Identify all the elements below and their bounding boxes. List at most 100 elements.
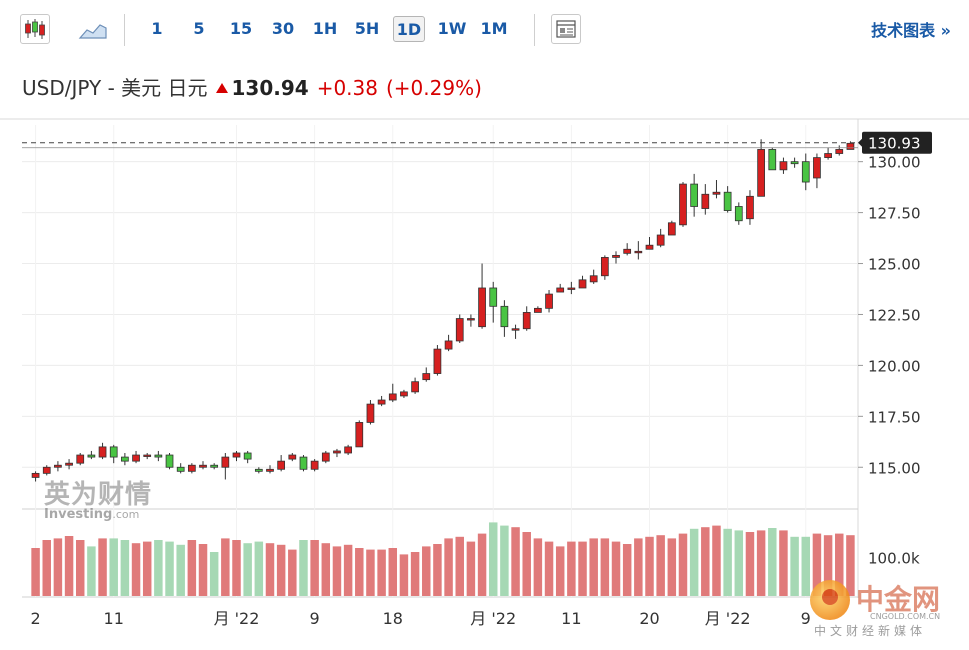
candle-up xyxy=(143,454,152,457)
x-tick-label: 11 xyxy=(104,609,124,628)
volume-bar-up xyxy=(444,538,453,596)
timeframe-30[interactable]: 30 xyxy=(271,19,295,38)
timeframe-1d[interactable]: 1D xyxy=(393,16,425,42)
candle-up xyxy=(478,287,486,328)
volume-bar-up xyxy=(321,543,331,596)
volume-bar-up xyxy=(64,536,74,596)
volume-bar-up xyxy=(98,538,107,596)
x-tick-label: 月 '22 xyxy=(470,609,516,628)
candle-up xyxy=(701,193,710,209)
timeframe-1w[interactable]: 1W xyxy=(437,19,467,38)
price-change-percent: (+0.29%) xyxy=(385,76,482,100)
volume-bar-up xyxy=(522,532,531,596)
candle-down xyxy=(154,454,163,458)
candle-up xyxy=(310,460,319,470)
candle-up xyxy=(779,161,788,171)
y-tick-label: 115.00 xyxy=(868,459,921,477)
candle-up xyxy=(221,456,230,468)
volume-bar-down xyxy=(176,544,185,596)
candle-up xyxy=(545,293,553,309)
volume-bar-up xyxy=(399,554,409,596)
volume-bar-down xyxy=(801,536,811,596)
volume-bar-up xyxy=(578,541,587,596)
volume-bar-down xyxy=(254,541,264,596)
volume-bar-down xyxy=(165,541,174,596)
technical-chart-link[interactable]: 技术图表 » xyxy=(871,21,951,40)
candle-up xyxy=(623,248,632,254)
volume-bar-up xyxy=(187,540,197,596)
volume-bar-up xyxy=(712,525,721,596)
volume-bar-down xyxy=(768,528,777,596)
volume-bar-up xyxy=(221,538,230,596)
volume-bar-down xyxy=(734,530,744,596)
volume-bar-up xyxy=(589,538,598,596)
candle-up xyxy=(377,399,386,405)
candle-up xyxy=(277,460,286,470)
timeframe-1h[interactable]: 1H xyxy=(312,19,338,38)
candle-up xyxy=(824,153,832,158)
candle-up xyxy=(578,279,587,289)
candle-up xyxy=(679,183,687,226)
candle-up xyxy=(534,307,542,313)
volume-bar-down xyxy=(790,536,799,596)
volume-bar-up xyxy=(477,533,487,596)
current-price-tag-label: 130.93 xyxy=(868,135,921,153)
volume-bar-up xyxy=(645,536,654,596)
candle-up xyxy=(199,464,207,468)
candle-up xyxy=(344,446,352,454)
candle-up xyxy=(411,381,419,393)
timeframe-15[interactable]: 15 xyxy=(229,19,253,38)
volume-bar-up xyxy=(310,540,319,596)
candle-down xyxy=(243,452,252,460)
x-tick-label: 2 xyxy=(30,609,40,628)
candle-down xyxy=(790,161,799,165)
candle-up xyxy=(612,254,620,258)
volume-bar-up xyxy=(422,546,431,596)
y-tick-label: 125.00 xyxy=(868,256,921,274)
candle-up xyxy=(667,222,676,236)
candle-up xyxy=(366,403,375,423)
current-price-tag: 130.93 xyxy=(858,131,932,154)
y-tick-label: 117.50 xyxy=(868,408,921,426)
candle-up xyxy=(634,250,643,254)
candle-up xyxy=(288,454,297,460)
price-change: +0.38 xyxy=(316,76,378,100)
timeframe-5h[interactable]: 5H xyxy=(354,19,380,38)
volume-bar-down xyxy=(154,540,163,596)
volume-bar-up xyxy=(75,540,85,596)
timeframe-1[interactable]: 1 xyxy=(151,19,163,38)
candle-up xyxy=(712,191,721,195)
x-tick-label: 9 xyxy=(801,609,811,628)
candle-down xyxy=(489,287,498,307)
current-price-tag-box xyxy=(862,131,932,154)
candle-down xyxy=(299,456,308,470)
volume-bar-down xyxy=(109,538,118,596)
volume-bar-down xyxy=(120,540,130,596)
candle-up xyxy=(511,328,520,331)
volume-bar-down xyxy=(209,552,219,596)
timeframe-1m[interactable]: 1M xyxy=(480,19,508,38)
candle-down xyxy=(500,305,509,328)
candle-down xyxy=(768,149,777,171)
candlestick-chart-icon[interactable] xyxy=(20,14,50,44)
volume-bar-up xyxy=(779,530,788,596)
news-panel-icon[interactable] xyxy=(551,14,581,44)
candle-down xyxy=(109,446,118,458)
x-tick-label: 月 '22 xyxy=(214,609,260,628)
candle-up xyxy=(567,287,576,290)
candle-up xyxy=(98,446,107,458)
volume-bar-down xyxy=(243,543,252,596)
news-panel-glyph xyxy=(556,20,576,38)
candle-up xyxy=(31,472,40,478)
y-tick-label: 130.00 xyxy=(868,154,921,172)
timeframe-5[interactable]: 5 xyxy=(193,19,205,38)
candle-down xyxy=(176,466,185,472)
candle-up xyxy=(467,318,475,321)
volume-bar-up xyxy=(846,535,855,596)
x-tick-label: 11 xyxy=(561,609,581,628)
y-tick-label: 122.50 xyxy=(868,306,921,324)
volume-bar-down xyxy=(299,540,308,596)
area-chart-icon[interactable] xyxy=(78,18,108,42)
area-chart-glyph xyxy=(78,24,107,39)
